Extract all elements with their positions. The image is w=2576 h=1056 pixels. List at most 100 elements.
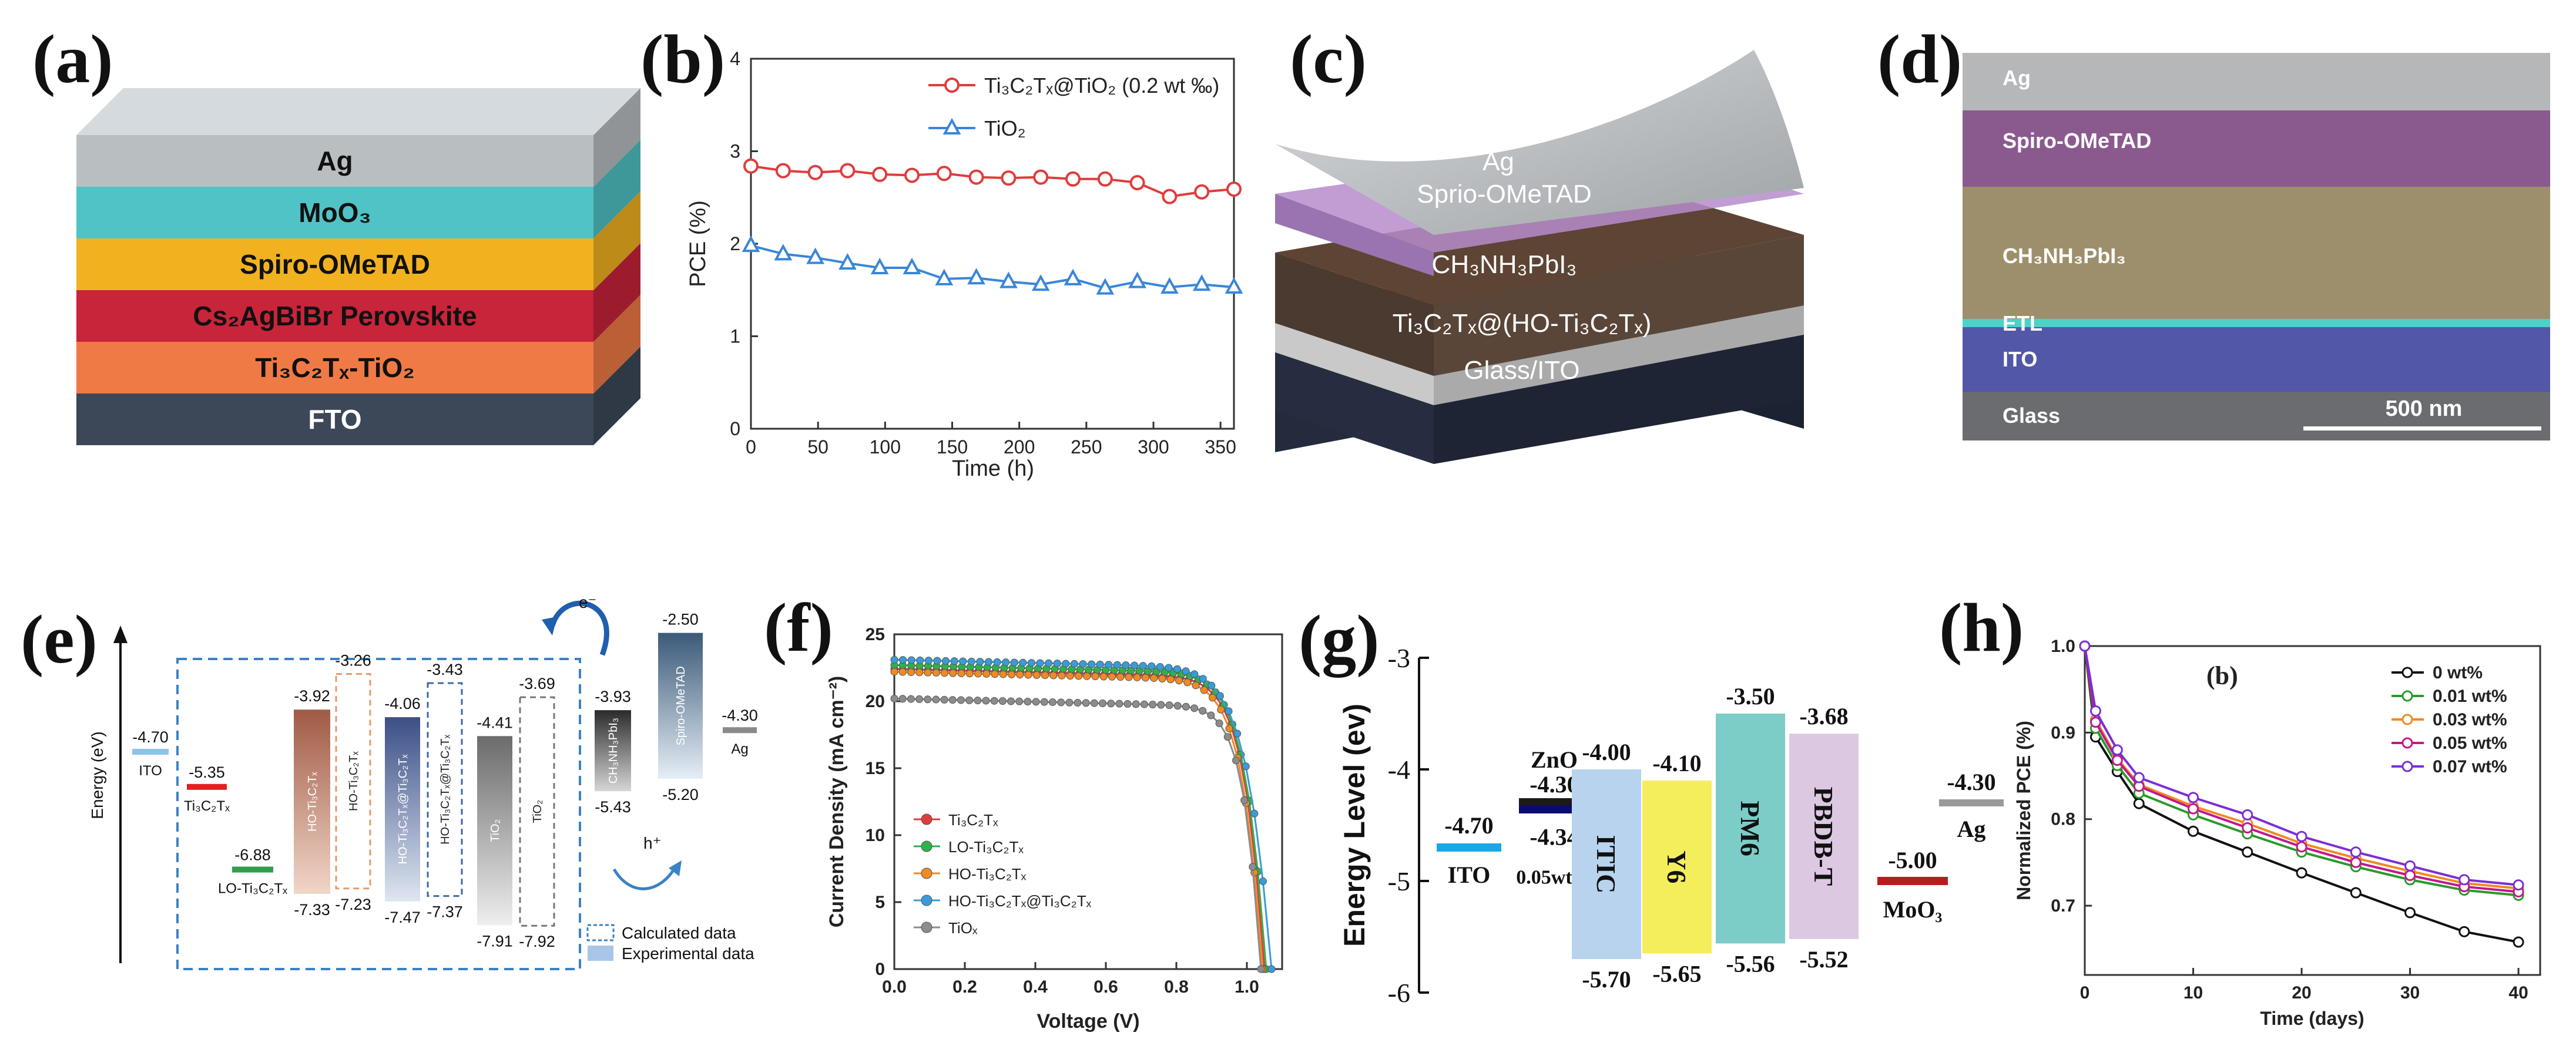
band-name: HO-Ti₃C₂Tₓ@Ti₃C₂Tₓ	[439, 734, 452, 844]
data-point	[1249, 863, 1257, 871]
bar-name: MoO₃	[1883, 896, 1943, 923]
y-tick-label: 5	[875, 893, 885, 912]
data-point	[1099, 699, 1107, 708]
data-point	[2133, 772, 2145, 783]
energy-axis-label: Energy (eV)	[88, 731, 106, 819]
data-point	[1129, 175, 1145, 191]
data-point	[2350, 846, 2362, 858]
bar-value: -5.00	[1888, 847, 1937, 873]
x-tick-label: 30	[2400, 983, 2420, 1003]
legend-marker	[921, 922, 933, 933]
data-point	[1099, 672, 1108, 681]
data-point	[990, 697, 998, 705]
electron-arrow-head	[542, 617, 557, 635]
panel-c-device-3d: Ag Sprio-OMeTAD CH₃NH₃PbI₃ Ti₃C₂Tₓ@(HO-T…	[1275, 50, 1804, 464]
bar-value: -4.10	[1652, 750, 1701, 776]
band-rect	[519, 696, 555, 927]
data-point	[898, 695, 907, 703]
layer-top	[76, 88, 640, 135]
panel-label-c: (c)	[1290, 21, 1367, 97]
data-point	[1048, 698, 1056, 707]
y-tick-label: 4	[730, 48, 740, 69]
energy-level-bar	[187, 783, 227, 790]
data-point	[1165, 664, 1173, 672]
bar-rect	[1642, 781, 1712, 954]
data-point	[1267, 965, 1276, 973]
layer-front	[76, 187, 593, 238]
bar-name: PBDB-T	[1809, 787, 1839, 886]
band-rect	[477, 736, 512, 926]
panel-b-pce-chart: 0 50 100 150 200 250 300 350 0 1 2 3 4 Time (h) PCE …	[686, 48, 1243, 481]
legend-marker	[944, 78, 960, 93]
band-rect	[658, 633, 703, 779]
data-point	[982, 670, 991, 678]
data-point	[2079, 640, 2091, 652]
energy-level-value: -4.30	[722, 707, 758, 724]
etl-front	[1275, 323, 1434, 405]
y-tick-label: 0	[730, 418, 740, 439]
data-point	[840, 163, 856, 179]
band-name: HO-Ti₃C₂Tₓ@Ti₃C₂Tₓ	[397, 754, 410, 864]
y-tick-label: 1	[730, 326, 740, 347]
data-point	[982, 697, 990, 705]
scale-bar	[2303, 426, 2541, 431]
data-point	[915, 668, 924, 677]
data-point	[898, 668, 907, 676]
data-point	[1082, 699, 1090, 707]
data-point	[1216, 692, 1224, 700]
bar-ito	[1437, 843, 1501, 852]
data-point	[1096, 278, 1115, 295]
data-point	[742, 235, 760, 253]
etl-side	[1434, 305, 1804, 405]
legend-label: 0.05 wt%	[2433, 734, 2507, 753]
data-point	[1173, 665, 1181, 673]
data-point	[1162, 189, 1178, 204]
data-point	[998, 697, 1007, 705]
sem-label-glass: Glass	[2003, 403, 2060, 428]
band-name: TiO₂	[489, 819, 502, 842]
data-point	[936, 166, 952, 181]
y-tick-label: 2	[730, 233, 740, 254]
data-point	[1015, 697, 1024, 705]
data-point	[1190, 704, 1199, 712]
data-point	[1132, 700, 1140, 708]
y-tick-label: -4	[1388, 755, 1410, 785]
data-point	[1031, 274, 1050, 291]
data-point	[1133, 673, 1141, 681]
data-point	[1142, 674, 1149, 682]
data-point	[1001, 170, 1017, 186]
bar-value: -3.50	[1726, 683, 1775, 709]
data-point	[1065, 171, 1081, 187]
band-rect	[595, 710, 631, 792]
layer-side	[593, 347, 640, 445]
layer-label: Ti₃C₂Tₓ-TiO₂	[255, 352, 415, 383]
data-point	[2133, 798, 2145, 809]
panel-label-a: (a)	[32, 21, 113, 97]
data-point	[942, 657, 950, 665]
data-point	[2458, 926, 2470, 937]
data-point	[1105, 661, 1113, 669]
data-point	[1165, 701, 1173, 709]
perovskite-top	[1275, 188, 1804, 305]
data-point	[2242, 809, 2253, 820]
band-top-value: -3.69	[519, 675, 555, 692]
data-point	[1192, 274, 1211, 291]
data-point	[838, 253, 857, 270]
panel-g-energy-levels: -3-4-5-6 Energy Level (ev) -4.70ITOZnO-4…	[1338, 643, 2004, 1008]
data-point	[1041, 671, 1049, 680]
x-axis-label: Time (days)	[2260, 1008, 2364, 1029]
panel-a-layer-stack: FTO Ti₃C₂Tₓ-TiO₂ Cs₂AgBiBr Perovskite Spiro…	[76, 88, 640, 445]
data-point	[1207, 711, 1215, 719]
data-point	[1194, 184, 1210, 200]
data-point	[993, 658, 1001, 666]
inset-title: (b)	[2206, 661, 2238, 690]
band-name: CH₃NH₃PbI₃	[607, 718, 620, 783]
x-tick-label: 0.2	[952, 977, 977, 997]
layer-front	[76, 238, 593, 290]
layer-label-spiro: Sprio-OMeTAD	[1417, 180, 1591, 208]
data-point	[1250, 809, 1259, 818]
bar-value: -5.52	[1799, 946, 1848, 973]
data-point	[1225, 724, 1233, 732]
legend-marker	[2401, 737, 2413, 749]
sem-label-perovskite: CH₃NH₃PbI₃	[2003, 244, 2126, 268]
